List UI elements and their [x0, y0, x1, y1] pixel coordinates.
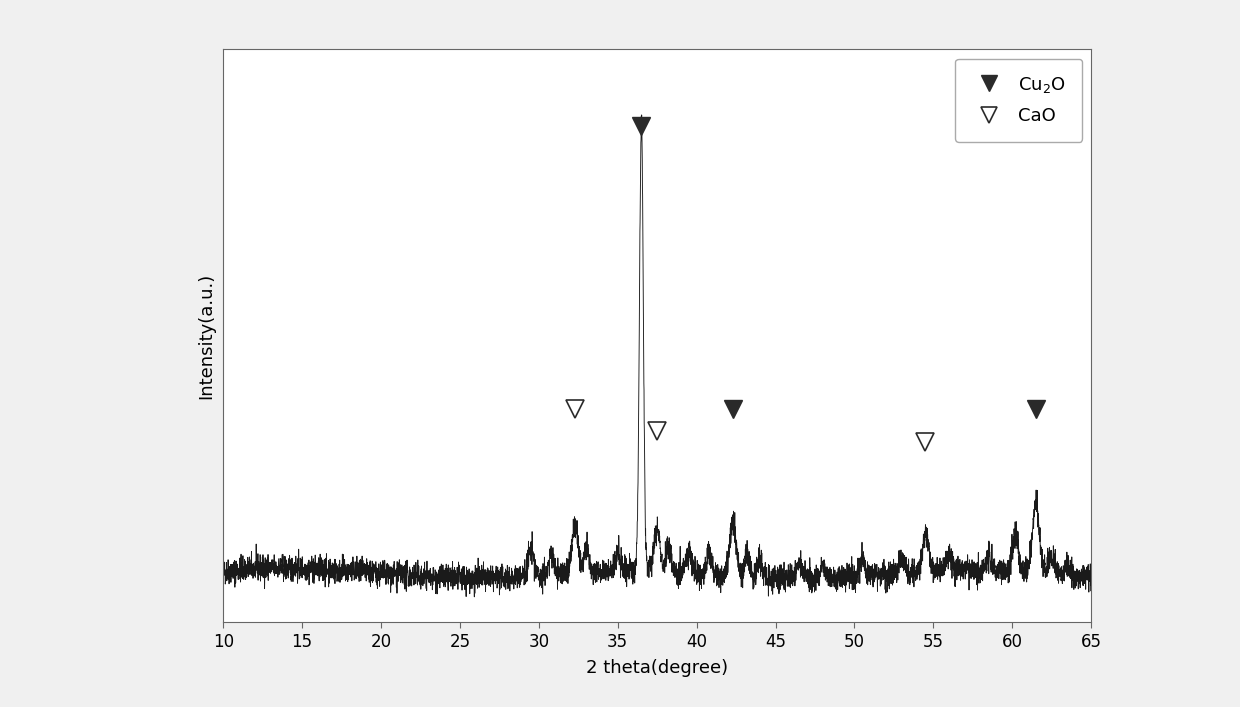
Y-axis label: Intensity(a.u.): Intensity(a.u.)	[197, 273, 215, 399]
X-axis label: 2 theta(degree): 2 theta(degree)	[587, 659, 728, 677]
Legend: Cu$_2$O, CaO: Cu$_2$O, CaO	[955, 59, 1083, 141]
